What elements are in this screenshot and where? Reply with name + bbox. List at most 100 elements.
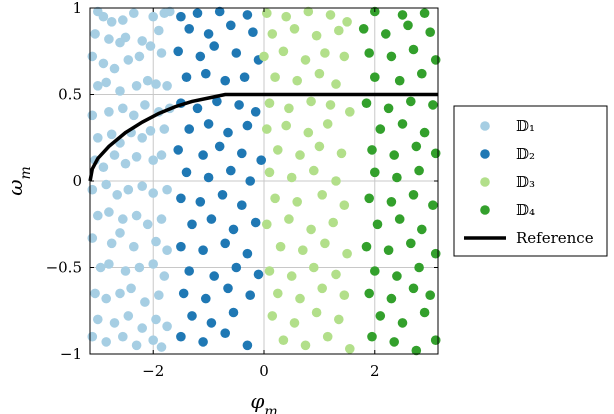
y-tick-label-4: 1: [72, 0, 82, 17]
point-s1-6: [226, 20, 236, 31]
reference-curve: [88, 92, 438, 182]
x-axis-label: φm: [250, 389, 277, 414]
point-s0-50: [101, 179, 111, 190]
point-s3-52: [430, 335, 441, 346]
point-s1-10: [209, 41, 219, 51]
point-s3-19: [397, 119, 408, 129]
point-s2-11: [300, 55, 311, 65]
point-s1-45: [220, 238, 230, 249]
point-s3-43: [386, 293, 397, 304]
point-s0-48: [156, 150, 167, 160]
y-tick-label-1: −0.5: [46, 259, 82, 277]
point-s0-80: [93, 314, 103, 325]
legend: 𝔻₁ 𝔻₂ 𝔻₃ 𝔻₄ Reference: [453, 105, 608, 257]
point-s2-48: [286, 271, 297, 281]
point-s0-66: [151, 236, 161, 247]
point-s1-40: [206, 214, 217, 224]
point-s3-1: [397, 10, 408, 20]
point-s3-26: [392, 172, 402, 183]
point-s1-43: [176, 241, 186, 252]
point-s2-10: [278, 46, 289, 57]
point-s3-12: [394, 75, 405, 86]
point-s1-22: [184, 124, 194, 134]
point-s0-22: [101, 77, 111, 88]
point-s1-8: [173, 46, 183, 57]
point-s1-36: [195, 197, 206, 207]
point-s0-73: [159, 271, 170, 281]
point-s2-61: [322, 331, 333, 342]
point-s0-64: [115, 228, 125, 238]
point-s1-5: [203, 29, 214, 39]
point-s0-75: [101, 293, 111, 304]
point-s1-0: [176, 11, 186, 22]
point-s0-28: [87, 110, 98, 121]
point-s1-54: [245, 290, 255, 301]
point-s1-41: [228, 224, 239, 235]
point-s1-23: [203, 119, 214, 129]
point-s0-11: [120, 32, 131, 43]
point-s3-24: [430, 148, 441, 159]
point-s1-48: [209, 271, 219, 281]
point-s2-31: [264, 167, 275, 178]
point-s3-38: [430, 248, 441, 259]
legend-label-2: 𝔻₃: [516, 173, 535, 191]
point-s2-41: [306, 224, 316, 235]
point-s0-5: [148, 11, 158, 22]
point-s2-32: [286, 172, 297, 183]
point-s2-27: [273, 145, 283, 155]
point-s2-21: [325, 100, 336, 110]
point-s2-6: [289, 24, 300, 34]
point-s0-45: [120, 158, 131, 169]
point-s2-3: [325, 10, 336, 20]
point-s0-39: [137, 133, 147, 143]
point-s2-4: [342, 17, 352, 27]
point-s3-8: [386, 51, 397, 62]
point-s3-40: [392, 271, 402, 281]
point-s3-41: [414, 262, 424, 273]
legend-label-0: 𝔻₁: [516, 117, 535, 135]
point-s2-20: [306, 96, 316, 107]
point-s3-35: [361, 241, 372, 252]
point-s2-33: [309, 165, 319, 176]
point-s2-46: [342, 248, 352, 259]
point-s2-49: [309, 262, 319, 273]
point-s0-88: [118, 331, 128, 342]
point-s0-63: [106, 238, 117, 249]
point-s0-77: [126, 283, 136, 294]
point-s2-18: [264, 98, 275, 108]
point-s2-39: [262, 219, 272, 230]
series-line-4: [88, 92, 438, 182]
point-s3-20: [419, 127, 430, 138]
point-s1-16: [239, 72, 250, 82]
point-s3-11: [370, 72, 380, 82]
point-s1-7: [248, 27, 258, 37]
point-s1-38: [237, 200, 247, 210]
point-s1-60: [220, 328, 230, 339]
point-s0-58: [118, 214, 128, 224]
point-s0-43: [98, 162, 109, 172]
point-s2-52: [295, 293, 305, 304]
point-s0-83: [137, 323, 147, 333]
point-s3-15: [383, 103, 394, 114]
point-s0-57: [104, 207, 114, 217]
point-s3-47: [397, 318, 408, 328]
point-s1-21: [250, 107, 261, 117]
point-s1-9: [195, 51, 206, 62]
point-s2-44: [298, 245, 308, 255]
point-s3-9: [408, 44, 419, 55]
point-s1-56: [206, 318, 217, 328]
point-s3-14: [361, 98, 372, 108]
point-s0-13: [154, 25, 164, 36]
point-s2-0: [262, 8, 272, 18]
point-s3-27: [414, 165, 424, 176]
point-s2-25: [303, 127, 314, 138]
point-s2-45: [320, 238, 330, 249]
point-s1-47: [184, 266, 194, 276]
y-tick-label-0: −1: [60, 345, 82, 363]
point-s0-85: [162, 321, 172, 332]
point-s3-28: [364, 193, 375, 204]
point-s2-17: [331, 79, 341, 89]
point-s0-16: [109, 63, 120, 74]
point-s0-35: [93, 133, 103, 143]
point-s1-1: [192, 8, 203, 18]
